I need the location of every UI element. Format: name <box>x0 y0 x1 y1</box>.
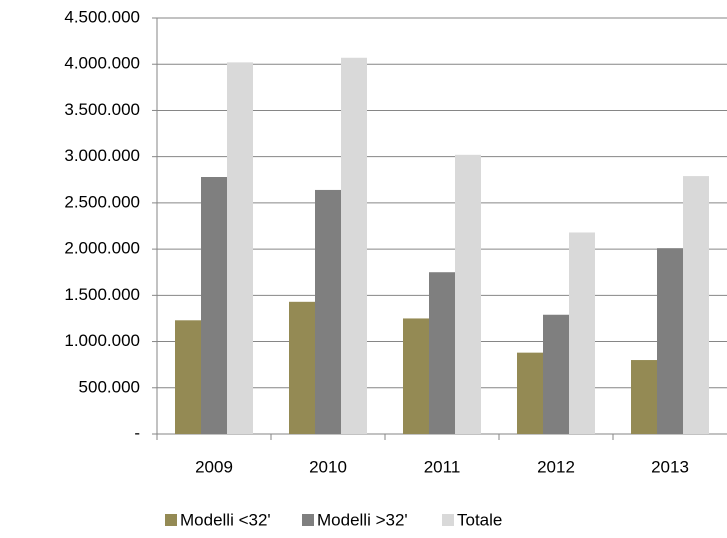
bar <box>543 314 569 434</box>
y-tick-label: 1.500.000 <box>64 285 140 304</box>
y-tick-label: 2.500.000 <box>64 192 140 211</box>
x-tick-label: 2010 <box>309 457 347 476</box>
y-tick-label: 500.000 <box>79 377 140 396</box>
y-tick-label: 1.000.000 <box>64 331 140 350</box>
bar <box>175 320 201 434</box>
bar <box>315 189 341 434</box>
y-tick-label: 2.000.000 <box>64 239 140 258</box>
legend-label: Modelli <32' <box>180 510 271 529</box>
legend-label: Modelli >32' <box>317 510 408 529</box>
x-tick-label: 2009 <box>195 457 233 476</box>
legend-swatch <box>165 514 177 526</box>
legend-label: Totale <box>457 510 502 529</box>
y-tick-label: 4.500.000 <box>64 7 140 26</box>
bar <box>403 318 429 434</box>
bar <box>455 154 481 434</box>
y-tick-label: 3.000.000 <box>64 146 140 165</box>
legend-swatch <box>442 514 454 526</box>
bar <box>683 176 709 434</box>
bar <box>429 272 455 434</box>
bar <box>341 57 367 435</box>
bar <box>289 301 315 434</box>
y-tick-label: 3.500.000 <box>64 100 140 119</box>
y-tick-label: 4.000.000 <box>64 54 140 73</box>
bar <box>569 232 595 434</box>
x-tick-label: 2011 <box>424 457 461 476</box>
x-tick-label: 2012 <box>537 457 575 476</box>
x-tick-label: 2013 <box>651 457 689 476</box>
bar <box>657 248 683 434</box>
bar <box>631 360 657 434</box>
legend-swatch <box>302 514 314 526</box>
bar <box>227 62 253 435</box>
bar <box>201 177 227 434</box>
y-tick-label: - <box>134 423 140 442</box>
bar <box>517 352 543 434</box>
